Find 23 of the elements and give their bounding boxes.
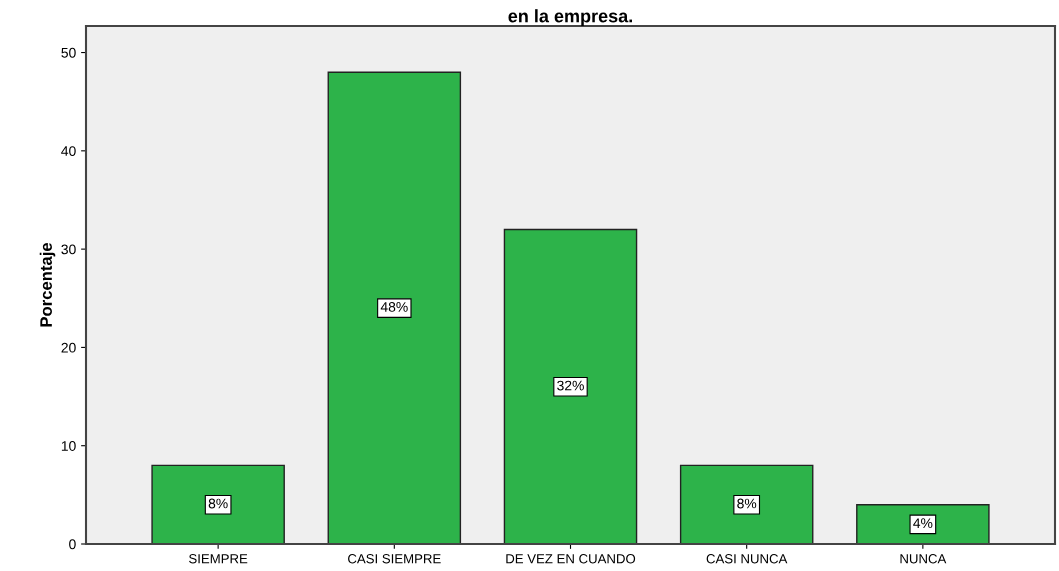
y-axis-title: Porcentaje [39,242,56,327]
x-tick-label: DE VEZ EN CUANDO [506,554,636,564]
data-label: 48% [380,301,408,312]
bar [503,228,638,544]
x-tick-label: CASI NUNCA [706,554,788,564]
x-tick-label: CASI SIEMPRE [348,554,441,564]
y-tick-label: 20 [61,342,76,353]
bar [151,464,285,544]
data-label: 8% [737,498,757,509]
chart-title: en la empresa. [508,9,632,26]
y-tick-label: 0 [69,539,76,550]
y-tick-label: 40 [61,146,76,156]
x-tick-label: NUNCA [900,554,947,564]
bar [856,503,990,544]
data-label: 4% [913,518,933,529]
data-label: 8% [208,498,228,509]
y-tick-label: 30 [61,244,76,255]
bar [327,71,462,544]
data-label: 32% [557,380,584,391]
bar [679,464,814,544]
y-tick-label: 50 [61,47,76,58]
y-tick-label: 10 [61,441,76,451]
x-tick-label: SIEMPRE [189,554,248,564]
